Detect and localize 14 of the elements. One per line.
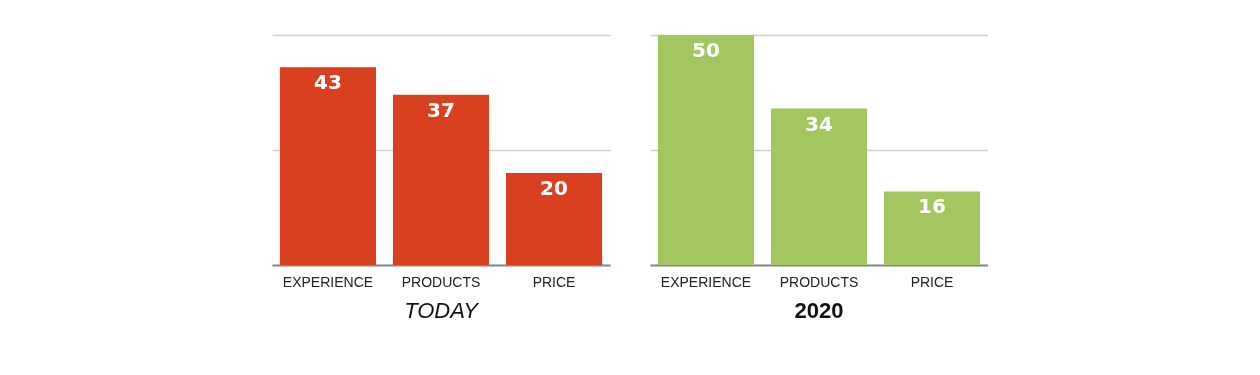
data-label: 34 [805, 111, 833, 136]
x-tick-label: PRODUCTS [779, 273, 859, 290]
data-label: 37 [427, 97, 455, 122]
x-tick-label: EXPERIENCE [660, 273, 752, 290]
data-label: 20 [540, 176, 568, 200]
text: 2020 [794, 298, 844, 323]
x-tick-label: PRICE [532, 273, 576, 290]
data-label: 43 [314, 70, 342, 95]
x-tick-label: PRODUCTS [401, 273, 481, 290]
x-tick-label: PRICE [910, 273, 954, 290]
data-label: 16 [918, 194, 946, 219]
x-tick-label: EXPERIENCE [282, 273, 374, 290]
data-label: 50 [692, 38, 720, 62]
text: TODAY [404, 298, 480, 323]
